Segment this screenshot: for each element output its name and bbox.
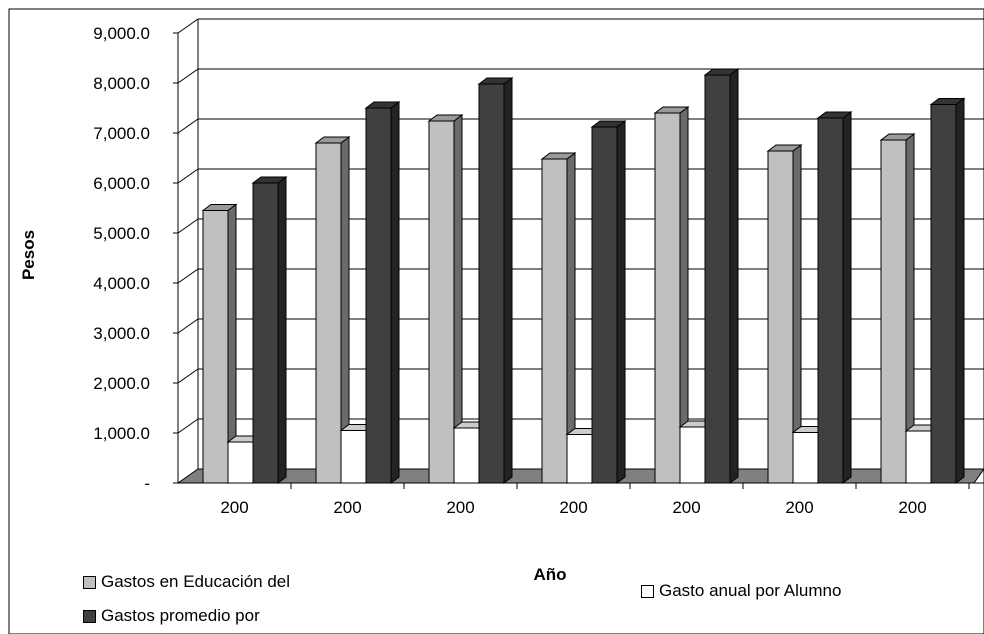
- bar-side: [503, 77, 513, 484]
- y-tick-label: 7,000.0: [93, 124, 150, 143]
- x-tick-label: 200: [446, 498, 474, 517]
- bar: [227, 441, 254, 484]
- bar: [566, 434, 593, 484]
- bar: [704, 74, 731, 484]
- x-tick-label: 200: [672, 498, 700, 517]
- bar-side: [616, 120, 626, 484]
- bar: [930, 104, 957, 484]
- y-tick-label: 2,000.0: [93, 374, 150, 393]
- plot-area: - 1,000.0 2,000.0 3,000.0 4,000.0 5,000.0 6,00…: [93, 18, 984, 517]
- x-tick-label: 200: [898, 498, 926, 517]
- y-tick-label: 8,000.0: [93, 74, 150, 93]
- legend-swatch-series-3: [83, 609, 96, 623]
- bar-side: [729, 68, 739, 484]
- bar: [315, 142, 342, 484]
- gridline-side: [177, 218, 199, 234]
- y-tick-label: 9,000.0: [93, 24, 150, 43]
- bar-side: [390, 101, 400, 484]
- y-tick-label: 5,000.0: [93, 224, 150, 243]
- x-tick-label: 200: [785, 498, 813, 517]
- legend-label-series-3: Gastos promedio por: [101, 606, 260, 625]
- bar: [340, 430, 367, 484]
- gridline-side: [177, 18, 199, 34]
- gridline-side: [177, 418, 199, 434]
- x-tick-label: 200: [559, 498, 587, 517]
- legend-item-series-2: Gasto anual por Alumno: [641, 581, 841, 601]
- y-tick-label: -: [144, 474, 150, 493]
- y-tick-label: 4,000.0: [93, 274, 150, 293]
- x-tick-label: 200: [333, 498, 361, 517]
- gridline-side: [177, 68, 199, 84]
- bar-side: [955, 97, 965, 484]
- legend-swatch-series-2: [641, 584, 654, 598]
- bar-side: [842, 111, 852, 484]
- gridline-side: [177, 118, 199, 134]
- bar: [478, 83, 505, 484]
- bar: [679, 426, 706, 484]
- legend-label-series-2: Gasto anual por Alumno: [659, 581, 842, 600]
- bar: [905, 430, 932, 484]
- gridline-side: [177, 318, 199, 334]
- bar: [792, 432, 819, 484]
- bar: [453, 427, 480, 484]
- bar: [541, 158, 568, 484]
- bar: [365, 107, 392, 484]
- bar: [654, 112, 681, 484]
- bar-side: [277, 176, 287, 484]
- legend-item-series-1: Gastos en Educación del: [83, 572, 290, 592]
- legend-label-series-1: Gastos en Educación del: [101, 572, 291, 591]
- chart-border: [8, 8, 984, 634]
- legend-swatch-series-1: [83, 575, 96, 589]
- bar: [767, 150, 794, 484]
- gridline-side: [177, 268, 199, 284]
- bar: [817, 117, 844, 484]
- bar: [202, 210, 229, 484]
- legend-item-series-3: Gastos promedio por: [83, 606, 260, 626]
- bar: [591, 126, 618, 484]
- bar: [428, 120, 455, 484]
- bar: [880, 139, 907, 484]
- gridline-side: [177, 168, 199, 184]
- bar: [252, 182, 279, 484]
- y-tick-label: 6,000.0: [93, 174, 150, 193]
- y-tick-label: 3,000.0: [93, 324, 150, 343]
- x-axis-title: Año: [533, 565, 567, 584]
- gridline-side: [177, 368, 199, 384]
- y-tick-label: 1,000.0: [93, 424, 150, 443]
- y-axis-title: Pesos: [19, 229, 38, 281]
- x-tick-label: 200: [220, 498, 248, 517]
